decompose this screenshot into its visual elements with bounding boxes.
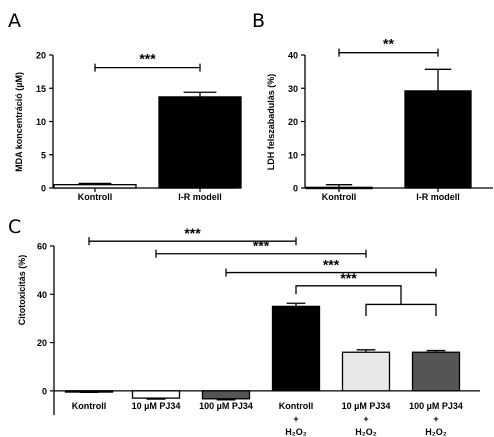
bar xyxy=(411,351,461,392)
panel-label: B xyxy=(252,10,265,32)
y-tick-label: 5 xyxy=(41,150,46,160)
y-tick-label: 20 xyxy=(37,338,47,348)
significance-bracket xyxy=(295,285,402,297)
y-tick-label: 10 xyxy=(36,117,46,127)
y-tick-label: 20 xyxy=(36,51,46,61)
y-axis-label: Citotoxicitás (%) xyxy=(17,255,27,326)
x-tick-label: 10 µM PJ34 xyxy=(342,401,391,411)
x-tick-label: H₂O₂ xyxy=(355,427,377,437)
bar xyxy=(158,96,242,189)
x-tick-label: 10 µM PJ34 xyxy=(132,401,181,411)
significance-stars: *** xyxy=(253,238,270,254)
x-tick-label: Kontroll xyxy=(279,401,314,411)
x-tick-label: + xyxy=(433,414,438,424)
x-tick-label: 100 µM PJ34 xyxy=(409,401,463,411)
significance-stars: *** xyxy=(323,257,340,273)
significance-stars: *** xyxy=(184,225,201,241)
x-tick-label: + xyxy=(363,414,368,424)
x-tick-label: Kontroll xyxy=(72,401,107,411)
bar xyxy=(404,90,472,189)
significance-stars: ** xyxy=(383,36,394,52)
bar xyxy=(131,390,181,399)
panel-label: A xyxy=(8,10,21,32)
bar xyxy=(53,184,137,189)
panel-label: C xyxy=(8,216,21,238)
x-tick-label: I-R modell xyxy=(178,192,222,202)
y-tick-label: 60 xyxy=(37,242,47,252)
y-tick-label: 0 xyxy=(42,386,47,396)
panel-a: A 0 5 10 15 20 MDA koncentráció (µM) Kontroll I-… xyxy=(8,10,242,202)
panel-c: C 0 20 40 60 Citotoxicitás (%) Kontroll 10 µM P… xyxy=(8,216,480,437)
significance-stars: *** xyxy=(139,51,156,67)
y-tick-label: 10 xyxy=(288,150,298,160)
x-tick-label: H₂O₂ xyxy=(425,427,447,437)
x-tick-label: I-R modell xyxy=(416,192,460,202)
x-tick-label: Kontroll xyxy=(78,192,113,202)
y-tick-label: 20 xyxy=(288,117,298,127)
y-axis-label: MDA koncentráció (µM) xyxy=(14,72,24,172)
significance-bracket-group xyxy=(365,303,437,317)
bar xyxy=(341,351,391,392)
x-tick-label: 100 µM PJ34 xyxy=(199,401,253,411)
x-tick-label: + xyxy=(293,414,298,424)
x-tick-label: H₂O₂ xyxy=(285,427,307,437)
bar xyxy=(201,390,251,400)
bar xyxy=(271,305,321,392)
y-tick-label: 30 xyxy=(288,84,298,94)
x-tick-label: Kontroll xyxy=(322,192,357,202)
panel-b: B 0 10 20 30 40 LDH felszabadulás (%) Kontroll I… xyxy=(252,10,493,202)
y-tick-label: 0 xyxy=(293,184,298,194)
significance-stars: *** xyxy=(340,270,357,286)
y-tick-label: 15 xyxy=(36,84,46,94)
y-axis-label: LDH felszabadulás (%) xyxy=(266,74,276,171)
y-tick-label: 40 xyxy=(288,51,298,61)
y-tick-label: 0 xyxy=(41,184,46,194)
y-tick-label: 40 xyxy=(37,290,47,300)
